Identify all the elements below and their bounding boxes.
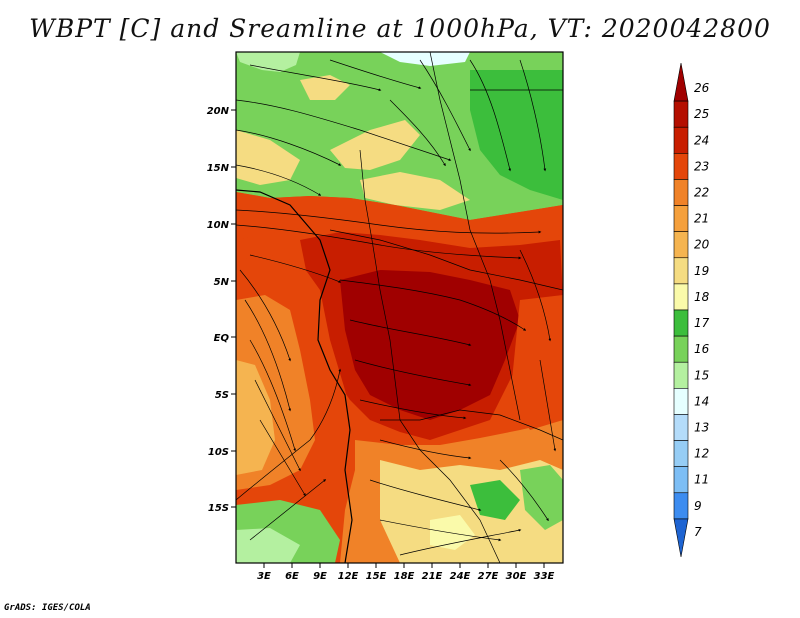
colorbar-swatch [673,126,689,154]
wbpt-zone-17-south-east [470,480,520,520]
longitude-axis: 3E 6E 9E 12E 15E 18E 21E 24E 27E 30E 33E [257,563,555,582]
colorbar-swatch [673,466,689,494]
colorbar-label: 18 [694,290,710,304]
lon-label: 3E [257,571,271,582]
colorbar-swatch [673,205,689,232]
lat-label: 10N [207,220,230,231]
colorbar-swatch [673,283,689,311]
border-line-3 [429,52,521,421]
wbpt-zone-19-south [380,460,563,563]
colorbar-label: 26 [694,81,710,95]
colorbar-label: 15 [694,368,709,382]
lat-label: 10S [208,447,229,458]
chart-title: WBPT [C] and Sreamline at 1000hPa, VT: 2… [29,14,771,43]
colorbar-label: 17 [694,316,710,330]
lat-label: 15N [207,163,230,174]
colorbar-label: 11 [694,473,709,487]
lon-label: 21E [422,571,443,582]
colorbar-swatch [673,153,689,180]
colorbar-swatch [673,518,689,558]
colorbar-swatch [673,335,689,363]
colorbar-swatch [673,309,689,337]
lon-label: 33E [534,571,555,582]
lat-label: 5N [214,277,230,288]
lon-label: 18E [394,571,415,582]
lon-label: 6E [285,571,299,582]
lat-label: 15S [208,503,229,514]
lon-label: 15E [366,571,387,582]
colorbar-label: 24 [694,133,709,147]
colorbar-swatch [673,231,689,259]
colorbar-swatch [673,414,689,441]
wbpt-zone-23-band [236,192,563,245]
colorbar-swatch [673,492,689,520]
colorbar: 26 25 24 23 22 21 20 19 18 17 16 15 14 13 12 11 9 7 [673,62,710,558]
colorbar-swatch [673,388,689,415]
colorbar-label: 19 [694,264,709,278]
lon-label: 24E [450,571,471,582]
wbpt-zone-20-atlantic [236,360,275,475]
lat-label: 20N [207,106,230,117]
colorbar-swatch [673,440,689,467]
latitude-axis: 20N 15N 10N 5N EQ 5S 10S 15S [207,106,236,514]
wbpt-zone-17-north-east [470,70,563,200]
lon-label: 27E [478,571,499,582]
wbpt-zone-15-north-west [236,52,300,72]
lon-label: 30E [506,571,527,582]
wbpt-zone-19-central [360,172,470,210]
colorbar-label: 12 [694,447,709,461]
colorbar-label: 23 [694,159,709,173]
colorbar-swatch [673,179,689,206]
wbpt-zone-19-sahel [330,120,420,170]
lon-label: 9E [313,571,327,582]
border-line-4 [380,409,563,441]
colorbar-label: 22 [694,186,709,200]
colorbar-swatch [673,62,689,102]
wbpt-zone-19-west [236,130,300,185]
map-plot-area [236,52,563,563]
wbpt-zone-16-south-east [520,465,563,530]
colorbar-label: 13 [694,421,709,435]
border-line-2 [359,149,501,563]
colorbar-label: 7 [694,525,702,539]
colorbar-swatch [673,257,689,285]
wbpt-zone-15-southwest [236,528,300,563]
colorbar-label: 16 [694,342,710,356]
streamlines [236,59,557,556]
lat-label: 5S [215,390,229,401]
colorbar-label: 21 [694,212,709,226]
colorbar-swatch [673,100,689,128]
colorbar-label: 20 [694,238,710,252]
colorbar-label: 25 [694,107,709,121]
footer-credit: GrADS: IGES/COLA [4,603,91,613]
coastline [236,189,353,563]
colorbar-label: 9 [694,499,702,513]
lat-label: EQ [214,333,230,344]
wbpt-zone-14-north [380,52,470,66]
wbpt-zone-25-core [340,270,520,420]
map-frame [235,51,564,564]
lon-label: 12E [338,571,359,582]
colorbar-label: 14 [694,394,709,408]
colorbar-swatch [673,361,689,389]
